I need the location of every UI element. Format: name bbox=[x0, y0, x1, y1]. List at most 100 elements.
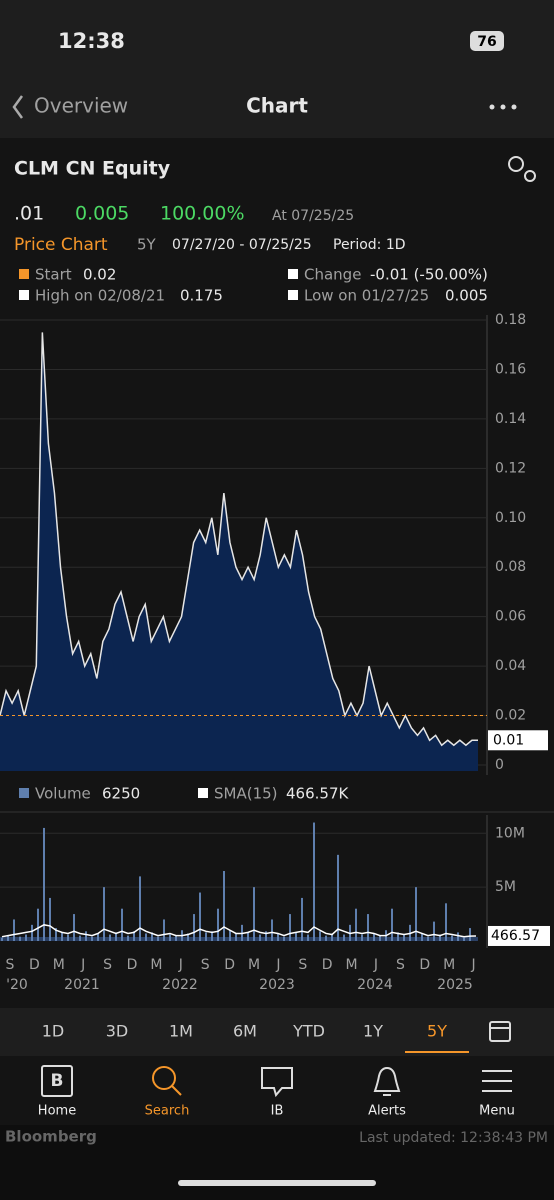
x-tick-label: J bbox=[471, 957, 476, 973]
y-tick-label: 0.04 bbox=[495, 658, 526, 674]
x-tick-label: M bbox=[248, 957, 260, 973]
range-tab[interactable]: 5Y bbox=[427, 1022, 447, 1041]
tab-label[interactable]: Alerts bbox=[368, 1104, 406, 1119]
y-tick-label: 0.06 bbox=[495, 609, 526, 625]
volume-bar bbox=[121, 908, 123, 941]
x-tick-label: J bbox=[80, 957, 85, 973]
volume-bar bbox=[391, 908, 393, 941]
period: Period: 1D bbox=[333, 237, 406, 253]
volume-bar bbox=[169, 934, 171, 941]
volume-bar bbox=[295, 932, 297, 941]
volume-bar bbox=[85, 931, 87, 941]
ticker: CLM CN Equity bbox=[14, 158, 171, 180]
search-icon[interactable] bbox=[152, 1066, 176, 1090]
home-icon[interactable] bbox=[41, 1065, 73, 1097]
home-glyph: B bbox=[51, 1071, 64, 1091]
tab-label[interactable]: Menu bbox=[479, 1104, 515, 1119]
range: 5Y bbox=[137, 236, 157, 254]
range-bar bbox=[0, 1008, 554, 1056]
volume-bar bbox=[355, 908, 357, 941]
year-label: 2022 bbox=[162, 977, 198, 993]
ib-icon[interactable] bbox=[261, 1067, 293, 1098]
x-tick-label: J bbox=[373, 957, 378, 973]
volume-bar bbox=[79, 935, 81, 941]
legend-value: 0.02 bbox=[83, 266, 116, 284]
range-tab[interactable]: YTD bbox=[292, 1022, 325, 1041]
start-swatch bbox=[19, 269, 29, 279]
calendar-icon[interactable] bbox=[489, 1021, 511, 1042]
volume-bar bbox=[199, 892, 201, 941]
legend-value: 0.005 bbox=[445, 287, 488, 305]
volume-bar bbox=[439, 934, 441, 941]
x-tick-label: J bbox=[178, 957, 183, 973]
year-label: 2025 bbox=[437, 977, 473, 993]
last-box bbox=[488, 925, 550, 946]
legend-label: Change bbox=[304, 266, 361, 284]
x-tick-label: M bbox=[150, 957, 162, 973]
time: 12:38 bbox=[58, 29, 125, 53]
range-tab[interactable]: 6M bbox=[233, 1022, 257, 1041]
legend-value: 0.175 bbox=[180, 287, 223, 305]
alerts-icon[interactable] bbox=[373, 1066, 401, 1096]
as-of: At 07/25/25 bbox=[272, 208, 354, 224]
volume-bar bbox=[463, 937, 465, 941]
chart-label: Price Chart bbox=[14, 235, 108, 255]
x-tick-label: D bbox=[419, 957, 430, 973]
volume-bar bbox=[133, 931, 135, 941]
volume-bar bbox=[211, 931, 213, 941]
volume-bar bbox=[193, 914, 195, 941]
x-tick-label: D bbox=[322, 957, 333, 973]
menu-icon[interactable] bbox=[482, 1070, 512, 1092]
volume-bar bbox=[187, 933, 189, 941]
legend-label: High on 02/08/21 bbox=[35, 287, 165, 305]
x-tick-label: J bbox=[275, 957, 280, 973]
volume-bar bbox=[253, 887, 255, 941]
legend-value: -0.01 (-50.00%) bbox=[370, 266, 488, 284]
legend-label: Start bbox=[35, 266, 72, 284]
x-tick-label: S bbox=[201, 957, 210, 973]
volume-swatch bbox=[19, 788, 29, 798]
high-swatch bbox=[19, 290, 29, 300]
volume-bar bbox=[403, 934, 405, 941]
tab-label[interactable]: Home bbox=[38, 1104, 76, 1119]
volume-bar bbox=[271, 919, 273, 941]
x-tick-label: M bbox=[346, 957, 358, 973]
range-tab[interactable]: 1M bbox=[169, 1022, 193, 1041]
back-icon[interactable] bbox=[12, 95, 24, 119]
volume-bar bbox=[337, 854, 339, 941]
volume-bar bbox=[1, 937, 3, 941]
settings-icon[interactable] bbox=[508, 156, 536, 182]
x-tick-label: S bbox=[298, 957, 307, 973]
volume-bar bbox=[325, 935, 327, 941]
volume-bar bbox=[217, 908, 219, 941]
volume-bar bbox=[265, 931, 267, 941]
volume-bar bbox=[109, 934, 111, 941]
volume-bar bbox=[331, 933, 333, 941]
change-swatch bbox=[288, 269, 298, 279]
home-indicator bbox=[178, 1180, 376, 1186]
volume-bar bbox=[361, 934, 363, 941]
range-tab[interactable]: 3D bbox=[106, 1022, 129, 1041]
more-menu[interactable] bbox=[489, 104, 517, 110]
volume-bar bbox=[373, 933, 375, 941]
volume-bar bbox=[247, 932, 249, 941]
tab-label[interactable]: Search bbox=[145, 1104, 190, 1119]
back-button[interactable]: Overview bbox=[34, 94, 128, 118]
y-tick-label: 0.14 bbox=[495, 411, 526, 427]
volume-bar bbox=[175, 935, 177, 941]
volume-bar bbox=[223, 871, 225, 941]
range-tab[interactable]: 1Y bbox=[363, 1022, 383, 1041]
volume-bar bbox=[319, 931, 321, 941]
y-tick-label: 5M bbox=[495, 879, 516, 895]
y-tick-label: 0.08 bbox=[495, 559, 526, 575]
volume-bar bbox=[43, 827, 45, 941]
volume-bar bbox=[49, 897, 51, 941]
last-label: 0.01 bbox=[493, 732, 524, 748]
range-tab[interactable]: 1D bbox=[42, 1022, 65, 1041]
x-tick-label: S bbox=[6, 957, 15, 973]
volume-bar bbox=[103, 887, 105, 941]
volume-bar bbox=[283, 936, 285, 941]
volume-bar bbox=[445, 903, 447, 941]
tab-label[interactable]: IB bbox=[271, 1104, 284, 1119]
